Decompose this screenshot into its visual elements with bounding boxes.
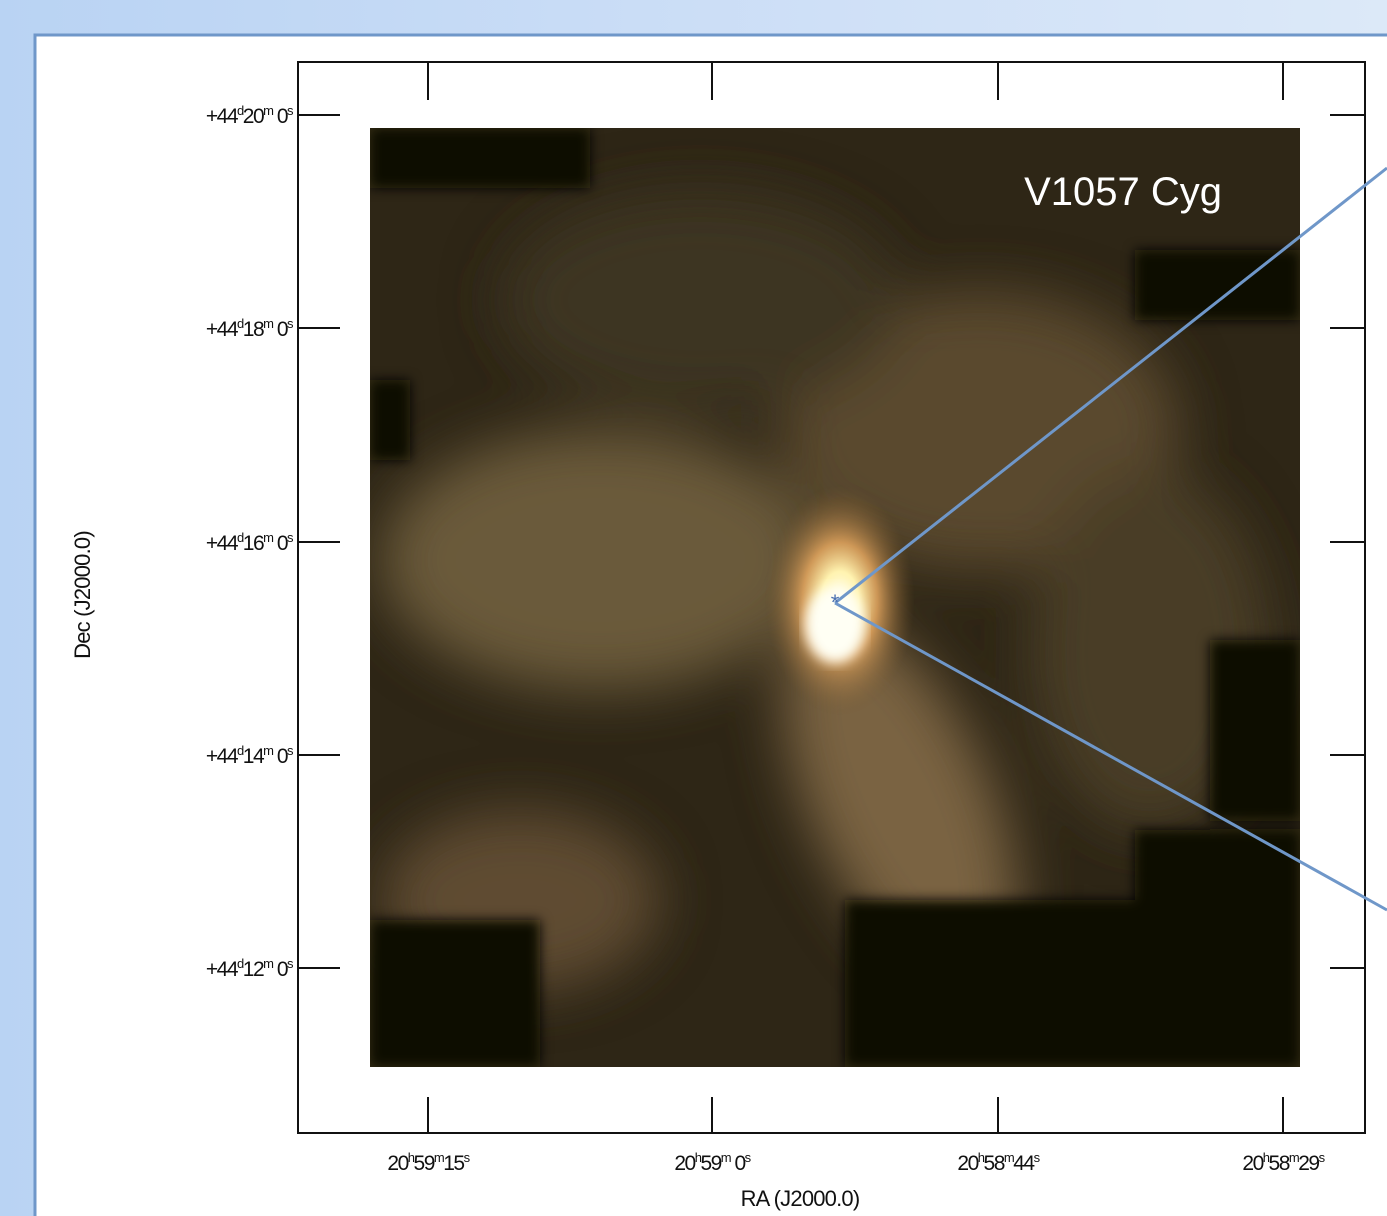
number: 0 — [272, 318, 287, 341]
tick-label: 20h58m44s — [957, 1150, 1040, 1175]
tick-label: 20h59m 0s — [674, 1150, 751, 1175]
number: 59 — [700, 1152, 721, 1175]
number: 58 — [1269, 1152, 1290, 1175]
number: 59 — [414, 1152, 435, 1175]
number: 14 — [243, 745, 265, 768]
number: +44 — [206, 105, 239, 128]
tick-label: +44d16m 0s — [206, 530, 294, 555]
number: 16 — [243, 532, 264, 555]
page: {"figure": { "label": "V1057 Cyg", "x_ax… — [0, 0, 1387, 1216]
number: +44 — [206, 745, 239, 768]
number: 29 — [1298, 1152, 1319, 1175]
number: 20 — [387, 1152, 408, 1175]
number: 0 — [272, 532, 287, 555]
number: 20 — [1242, 1152, 1263, 1175]
tick-label: +44d12m 0s — [206, 956, 294, 981]
y-axis-title: Dec (J2000.0) — [70, 531, 95, 659]
number: 44 — [1013, 1152, 1035, 1175]
tick-label: +44d20m 0s — [206, 103, 294, 128]
tick-label: +44d14m 0s — [206, 743, 294, 768]
number: 58 — [984, 1152, 1005, 1175]
slide: V1057 Cyg * RA (J2000.0) Dec (J2000.0) +… — [0, 0, 1387, 1216]
object-label: V1057 Cyg — [1024, 170, 1222, 214]
number: 15 — [443, 1152, 464, 1175]
number: 18 — [243, 318, 264, 341]
tick-label: 20h59m15s — [387, 1150, 470, 1175]
number: +44 — [206, 532, 239, 555]
number: 0 — [272, 958, 287, 981]
star-marker: * — [831, 590, 840, 615]
number: 0 — [272, 105, 287, 128]
number: 20 — [957, 1152, 978, 1175]
number: +44 — [206, 318, 239, 341]
number: 20 — [674, 1152, 695, 1175]
x-axis-title: RA (J2000.0) — [741, 1186, 860, 1211]
tick-label: 20h58m29s — [1242, 1150, 1325, 1175]
tick-label: +44d18m 0s — [206, 316, 294, 341]
number: +44 — [206, 958, 239, 981]
number: 12 — [243, 958, 264, 981]
number: 0 — [272, 745, 287, 768]
number: 20 — [243, 105, 264, 128]
number: 0 — [730, 1152, 745, 1175]
